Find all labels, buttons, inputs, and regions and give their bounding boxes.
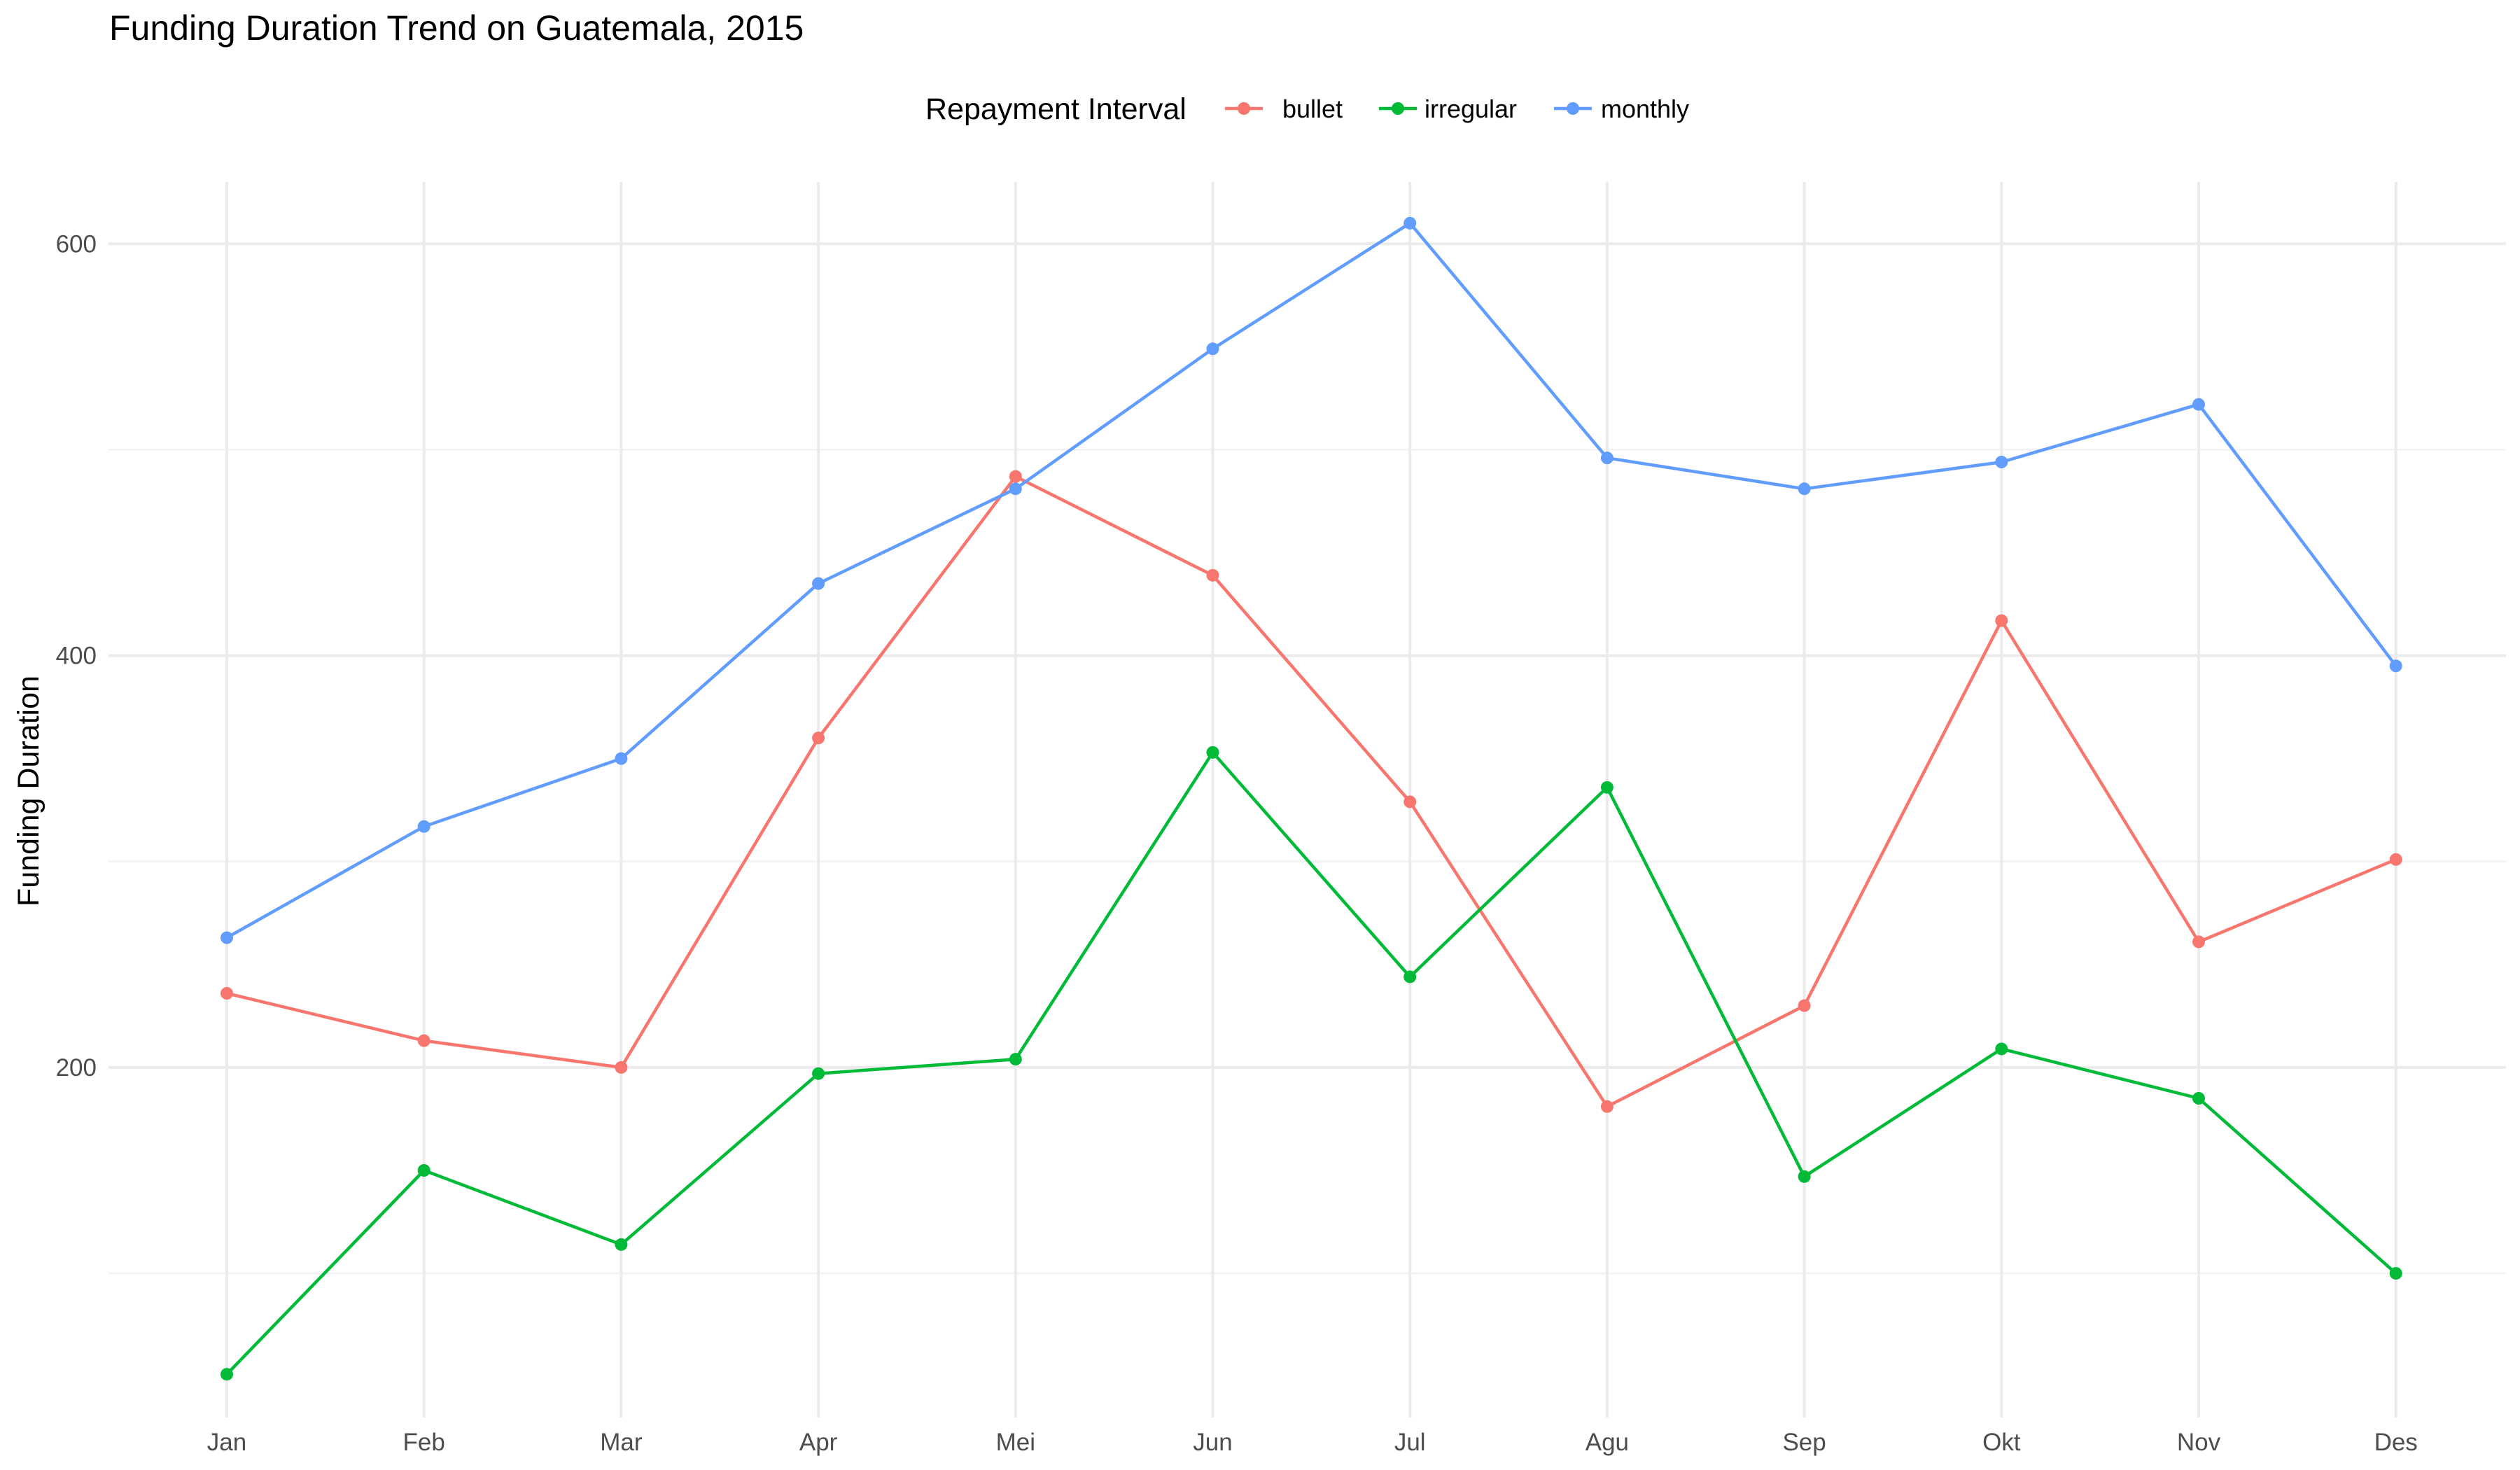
data-point-irregular [1600, 780, 1614, 794]
data-point-irregular [1995, 1042, 2008, 1056]
data-point-irregular [1798, 1170, 1811, 1183]
data-point-bullet [812, 732, 825, 745]
data-point-bullet [220, 987, 233, 1000]
y-axis-label: Funding Duration [12, 676, 46, 906]
series-line-irregular [225, 750, 2398, 1376]
data-point-monthly [1798, 482, 1811, 496]
data-point-bullet [1206, 568, 1219, 582]
legend-label: bullet [1282, 94, 1343, 123]
y-axis-ticks: 200 400 600 [56, 230, 97, 1082]
x-tick-label: Jul [1394, 1429, 1426, 1456]
data-point-irregular [220, 1368, 233, 1381]
legend-key-point [1392, 102, 1404, 115]
x-tick-label: Sep [1782, 1429, 1826, 1456]
series-line-monthly [225, 221, 2398, 939]
data-point-bullet [1798, 999, 1811, 1012]
legend-key-point [1567, 102, 1579, 115]
data-point-monthly [2192, 398, 2205, 411]
x-tick-label: Apr [799, 1429, 838, 1456]
data-point-monthly [812, 577, 825, 590]
legend-title: Repayment Interval [925, 92, 1186, 126]
data-point-irregular [1206, 746, 1219, 759]
series-line-bullet [225, 475, 2398, 1109]
x-axis-ticks: Jan Feb Mar Apr Mei Jun Jul Agu Sep Okt Nov Des [207, 1429, 2418, 1456]
data-point-bullet [615, 1060, 628, 1074]
legend-item-bullet: bullet [1225, 94, 1343, 123]
data-point-irregular [1009, 1053, 1022, 1066]
x-tick-label: Jun [1193, 1429, 1232, 1456]
x-tick-label: Mar [600, 1429, 643, 1456]
y-tick-label: 600 [56, 230, 97, 258]
data-point-bullet [2192, 935, 2205, 948]
data-point-monthly [220, 931, 233, 944]
x-tick-label: Feb [403, 1429, 445, 1456]
data-point-bullet [1995, 614, 2008, 627]
data-point-irregular [1404, 970, 1417, 983]
chart-title: Funding Duration Trend on Guatemala, 201… [109, 8, 804, 48]
data-point-monthly [2389, 659, 2402, 673]
legend-item-irregular: irregular [1379, 94, 1517, 123]
data-point-monthly [1995, 456, 2008, 469]
data-point-bullet [1404, 795, 1417, 808]
data-point-irregular [812, 1067, 825, 1080]
x-tick-label: Nov [2177, 1429, 2221, 1456]
data-point-bullet [2389, 853, 2402, 866]
data-point-monthly [615, 752, 628, 765]
plot-grid [108, 182, 2506, 1418]
y-tick-label: 200 [56, 1054, 97, 1082]
x-tick-label: Okt [1982, 1429, 2021, 1456]
legend-item-monthly: monthly [1554, 94, 1689, 123]
series-irregular [220, 746, 2402, 1381]
data-point-irregular [2389, 1267, 2402, 1280]
x-tick-label: Mei [996, 1429, 1035, 1456]
data-point-irregular [2192, 1092, 2205, 1105]
data-point-bullet [1600, 1100, 1614, 1113]
y-tick-label: 400 [56, 643, 97, 670]
series-bullet [220, 470, 2402, 1113]
x-tick-label: Jan [207, 1429, 246, 1456]
series-monthly [220, 216, 2402, 944]
legend-label: irregular [1424, 94, 1517, 123]
data-point-monthly [417, 820, 430, 833]
data-point-monthly [1600, 451, 1614, 465]
legend: Repayment Interval bullet irregular monthl… [925, 92, 1689, 126]
data-point-monthly [1206, 342, 1219, 356]
data-point-monthly [1009, 482, 1022, 496]
series-layer [220, 216, 2402, 1381]
data-point-bullet [417, 1034, 430, 1047]
x-tick-label: Agu [1586, 1429, 1629, 1456]
legend-key-point [1238, 102, 1250, 115]
legend-label: monthly [1601, 94, 1689, 123]
data-point-irregular [417, 1164, 430, 1177]
data-point-bullet [1009, 470, 1022, 483]
data-point-monthly [1404, 216, 1417, 230]
data-point-irregular [615, 1238, 628, 1251]
x-tick-label: Des [2374, 1429, 2418, 1456]
